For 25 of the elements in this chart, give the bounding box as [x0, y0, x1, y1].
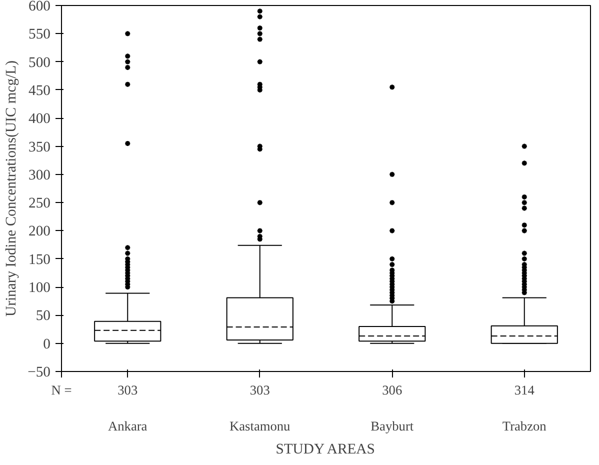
y-tick-label: 100	[28, 280, 50, 296]
y-tick-label: 350	[28, 139, 50, 156]
y-tick-label: 300	[28, 167, 50, 184]
y-tick-label: 0	[43, 336, 50, 352]
y-tick-label: 250	[28, 196, 50, 212]
text: 314	[514, 382, 535, 398]
x-axis-title: STUDY AREAS	[276, 442, 375, 458]
y-tick-label: 450	[28, 82, 50, 99]
y-tick-label: 200	[28, 224, 50, 240]
y-tick-label: 600	[28, 0, 50, 14]
text: 303	[118, 382, 138, 398]
y-axis-title: Urinary Iodine Concentrations(UIC mcg/L)	[4, 60, 20, 316]
x-tick-label: Kastamonu	[230, 418, 291, 434]
x-tick-label: Ankara	[108, 418, 148, 434]
y-tick-label: 50	[36, 308, 50, 324]
y-tick-label: 550	[28, 26, 50, 43]
y-tick-label: 400	[28, 111, 50, 128]
x-tick-label: Bayburt	[370, 418, 414, 434]
y-tick-label: 150	[28, 252, 50, 268]
y-tick-label: 500	[28, 54, 50, 71]
x-tick-label: Trabzon	[502, 418, 547, 434]
text: N =	[51, 382, 72, 398]
text: 306	[382, 382, 402, 398]
text: 303	[250, 382, 270, 398]
y-tick-label: −50	[28, 364, 50, 380]
